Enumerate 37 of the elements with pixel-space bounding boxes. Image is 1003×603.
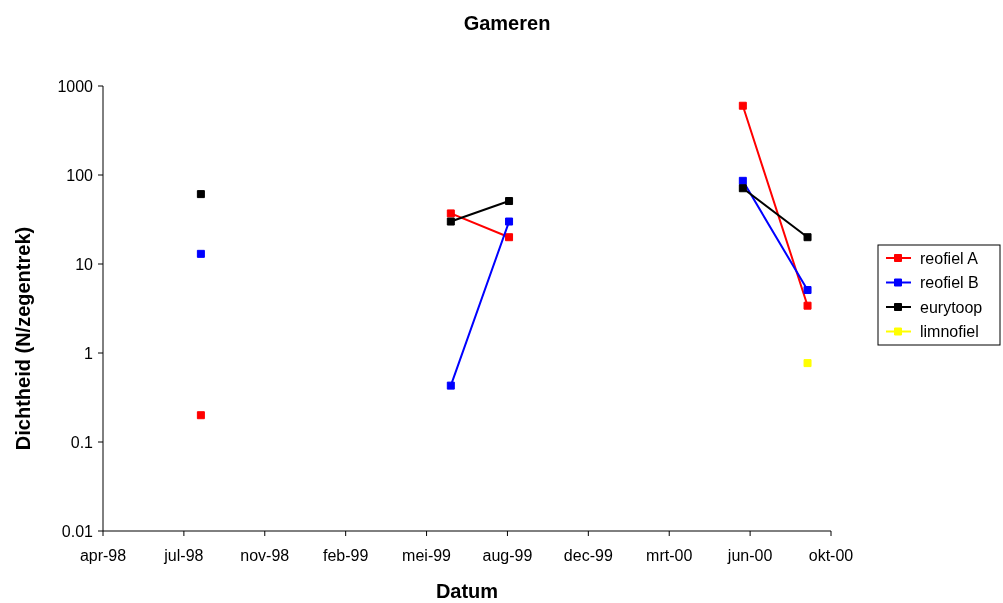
x-tick-label: apr-98 bbox=[79, 547, 127, 564]
point bbox=[803, 301, 812, 310]
point bbox=[446, 217, 455, 226]
x-tick-label: dec-99 bbox=[563, 547, 613, 564]
legend-label: eurytoop bbox=[920, 298, 983, 316]
point bbox=[803, 233, 812, 242]
point bbox=[738, 101, 747, 110]
chart-title: Gameren bbox=[463, 12, 551, 34]
x-tick-label: aug-99 bbox=[482, 547, 533, 564]
y-tick-label: 10 bbox=[75, 255, 94, 273]
y-tick-label: 100 bbox=[66, 166, 94, 184]
point bbox=[446, 381, 455, 390]
x-tick-label: mei-99 bbox=[402, 547, 452, 564]
x-tick-label: feb-99 bbox=[322, 547, 369, 564]
point bbox=[196, 190, 205, 199]
legend-label: reofiel A bbox=[920, 249, 979, 267]
y-tick-label: 0.1 bbox=[70, 433, 94, 451]
x-tick-label: okt-00 bbox=[808, 547, 854, 564]
y-tick-label: 1000 bbox=[57, 77, 94, 95]
point bbox=[196, 411, 205, 420]
point bbox=[446, 209, 455, 218]
y-axis-title: Dichtheid (N/zegentrek) bbox=[12, 226, 34, 451]
point bbox=[803, 286, 812, 295]
legend-label: limnofiel bbox=[920, 323, 979, 341]
x-axis-title: Datum bbox=[435, 580, 499, 602]
point bbox=[196, 249, 205, 258]
y-tick-label: 1 bbox=[84, 344, 94, 362]
point bbox=[738, 184, 747, 193]
point bbox=[505, 233, 514, 242]
x-tick-label: jul-98 bbox=[163, 547, 204, 564]
y-tick-label: 0.01 bbox=[61, 522, 94, 540]
legend-label: reofiel B bbox=[920, 274, 979, 292]
point bbox=[505, 197, 514, 206]
x-tick-label: nov-98 bbox=[240, 547, 290, 564]
x-tick-label: mrt-00 bbox=[646, 547, 693, 564]
x-tick-label: jun-00 bbox=[726, 547, 773, 564]
point bbox=[505, 217, 514, 226]
